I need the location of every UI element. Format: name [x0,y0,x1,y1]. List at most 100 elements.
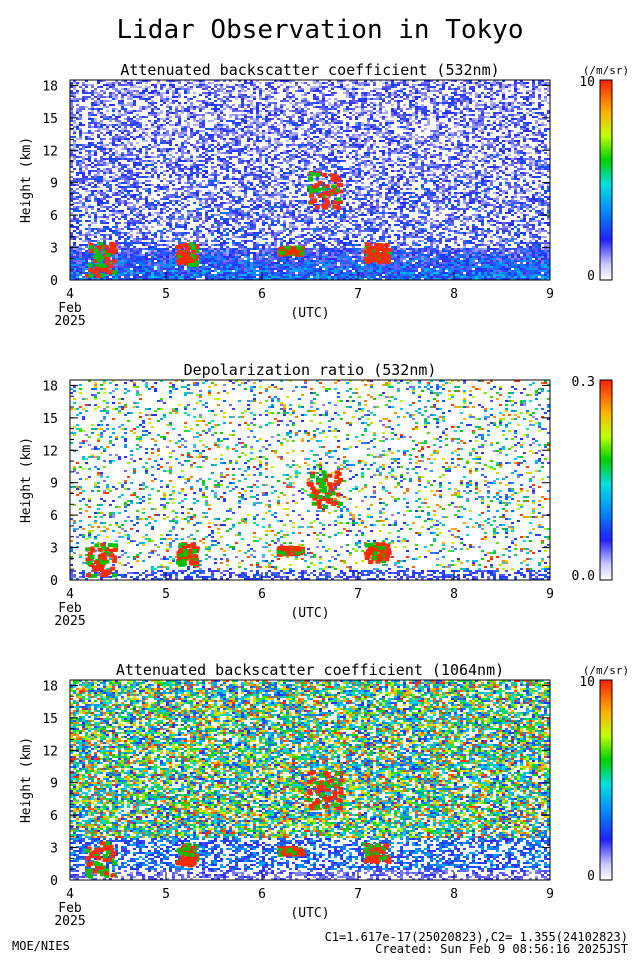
cloud-cell [381,542,386,546]
cloud-cell [369,858,374,862]
x-tick-label: 5 [162,887,170,902]
y-tick-label: 6 [50,509,58,524]
cloud-cell [336,492,341,496]
x-axis-label: (UTC) [290,306,329,321]
cloud-cell [336,206,341,210]
cloud-cell [104,871,109,875]
y-tick-label: 3 [50,842,58,857]
cloud-cell [328,486,333,490]
cloud-cell [113,548,118,552]
colorbar-max-label: 10 [579,75,595,90]
cloud-cell [89,274,94,278]
cloud-cell [192,549,197,553]
x-tick-label: 5 [162,587,170,602]
cloud-cell [112,559,117,563]
cloud-cell [93,255,98,259]
cloud-cell [328,498,333,502]
x-tick-label: 8 [450,887,458,902]
cloud-cell [287,848,292,852]
cloud-cell [335,772,340,776]
heatmap-field [70,680,550,880]
y-tick-label: 9 [50,477,58,492]
cloud-cell [323,474,328,478]
cloud-cell [316,502,321,506]
cloud-cell [331,184,336,188]
cloud-cell [106,253,111,257]
cloud-cell [86,573,91,577]
cloud-cell [326,193,331,197]
cloud-cell [99,847,104,851]
y-tick-label: 15 [42,112,58,127]
x-tick-label: 4 [66,287,74,302]
cloud-cell [112,573,117,577]
colorbar-unit: (/m/sr) [583,664,629,677]
y-tick-label: 9 [50,777,58,792]
cloud-cell [88,263,93,267]
y-axis-label: Height (km) [19,137,34,223]
cloud-cell [87,561,92,565]
cloud-cell [108,264,113,268]
y-tick-label: 15 [42,712,58,727]
colorbar-min-label: 0 [587,869,595,884]
cloud-cell [101,553,106,557]
cloud-cell [385,243,390,247]
cloud-cell [374,848,379,852]
cloud-cell [88,875,93,879]
cloud-cell [100,841,105,845]
cloud-cell [338,183,343,187]
y-tick-label: 12 [42,144,58,159]
cloud-cell [101,546,106,550]
x-tick-label: 7 [354,887,362,902]
x-axis-label: (UTC) [290,906,329,921]
x-tick-label: 4 [66,887,74,902]
cloud-cell [105,261,110,265]
cloud-cell [334,175,339,179]
cloud-cell [336,197,341,201]
panel-title: Attenuated backscatter coefficient (1064… [116,661,504,679]
cloud-cell [384,844,389,848]
cloud-cell [323,771,328,775]
cloud-cell [309,494,314,498]
cloud-cell [178,244,183,248]
cloud-cell [185,249,190,253]
cloud-cell [310,806,315,810]
colorbar-unit: (/m/sr) [583,64,629,77]
cloud-cell [315,799,320,803]
y-tick-label: 0 [50,274,58,289]
cloud-cell [378,554,383,558]
cloud-cell [331,491,336,495]
cloud-cell [374,256,379,260]
y-tick-label: 18 [42,679,58,694]
cloud-cell [88,861,93,865]
cloud-cell [315,789,320,793]
cloud-cell [317,495,322,499]
cloud-cell [365,852,370,856]
colorbar-max-label: 10 [579,675,595,690]
cloud-cell [183,551,188,555]
cloud-cell [299,849,304,853]
cloud-cell [367,250,372,254]
cloud-cell [178,563,183,567]
y-axis-label: Height (km) [19,737,34,823]
cloud-cell [93,850,98,854]
cloud-cell [322,173,327,177]
colorbar [600,80,612,280]
cloud-cell [325,495,330,499]
cloud-cell [193,554,198,558]
cloud-cell [338,787,343,791]
cloud-cell [312,502,317,506]
cloud-cell [339,778,344,782]
cloud-cell [96,274,101,278]
cloud-cell [379,850,384,854]
cloud-cell [337,782,342,786]
y-tick-label: 18 [42,379,58,394]
cloud-cell [375,843,380,847]
cloud-cell [338,806,343,810]
cloud-cell [107,858,112,862]
colorbar [600,680,612,880]
cloud-cell [373,551,378,555]
cloud-cell [318,194,323,198]
cloud-cell [188,555,193,559]
cloud-cell [320,792,325,796]
y-tick-label: 18 [42,79,58,94]
